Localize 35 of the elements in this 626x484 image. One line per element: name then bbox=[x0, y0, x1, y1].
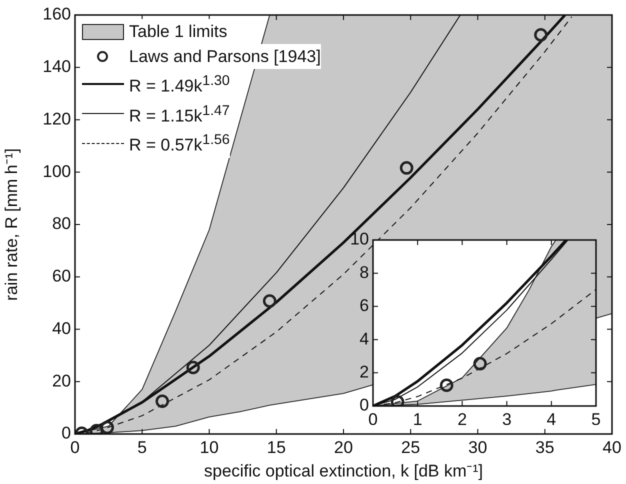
y-tick-label: 40 bbox=[52, 318, 71, 338]
y-tick-label: 160 bbox=[42, 4, 71, 24]
x-tick-label: 3 bbox=[502, 410, 512, 429]
legend-label: Table 1 limits bbox=[129, 19, 228, 44]
y-tick-label: 140 bbox=[42, 57, 71, 76]
x-axis-title: specific optical extinction, k [dB km⁻¹] bbox=[204, 461, 484, 480]
x-tick-label: 4 bbox=[546, 410, 556, 429]
y-tick-label: 20 bbox=[52, 371, 71, 390]
y-tick-label: 0 bbox=[360, 396, 369, 415]
x-tick-label: 1 bbox=[412, 410, 422, 429]
y-axis-title: rain rate, R [mm h⁻¹] bbox=[2, 148, 21, 301]
x-tick-label: 5 bbox=[591, 410, 601, 429]
y-tick-label: 120 bbox=[42, 109, 71, 128]
legend-label: Laws and Parsons [1943] bbox=[129, 44, 321, 69]
legend-label: R = 0.57k$^{1.56}$ bbox=[129, 128, 230, 158]
y-tick-label: 8 bbox=[360, 262, 369, 282]
x-tick-label: 20 bbox=[334, 438, 353, 457]
x-tick-label: 40 bbox=[602, 438, 622, 457]
x-tick-label: 30 bbox=[468, 438, 488, 457]
x-tick-label: 25 bbox=[401, 438, 420, 457]
y-tick-label: 2 bbox=[360, 362, 369, 382]
legend-label: R = 1.15k$^{1.47}$ bbox=[129, 98, 230, 128]
y-tick-label: 0 bbox=[62, 424, 71, 443]
y-tick-label: 10 bbox=[350, 230, 369, 249]
y-tick-label: 100 bbox=[42, 162, 71, 181]
y-tick-label: 60 bbox=[52, 266, 71, 286]
x-tick-label: 2 bbox=[457, 410, 467, 429]
y-tick-label: 80 bbox=[52, 214, 71, 234]
y-tick-label: 4 bbox=[360, 329, 369, 348]
x-tick-label: 5 bbox=[137, 438, 147, 457]
x-tick-label: 15 bbox=[266, 438, 286, 457]
legend-label: R = 1.49k$^{1.30}$ bbox=[129, 69, 230, 99]
x-tick-label: 10 bbox=[200, 438, 219, 457]
x-tick-label: 35 bbox=[535, 438, 554, 457]
y-tick-label: 6 bbox=[360, 296, 369, 316]
